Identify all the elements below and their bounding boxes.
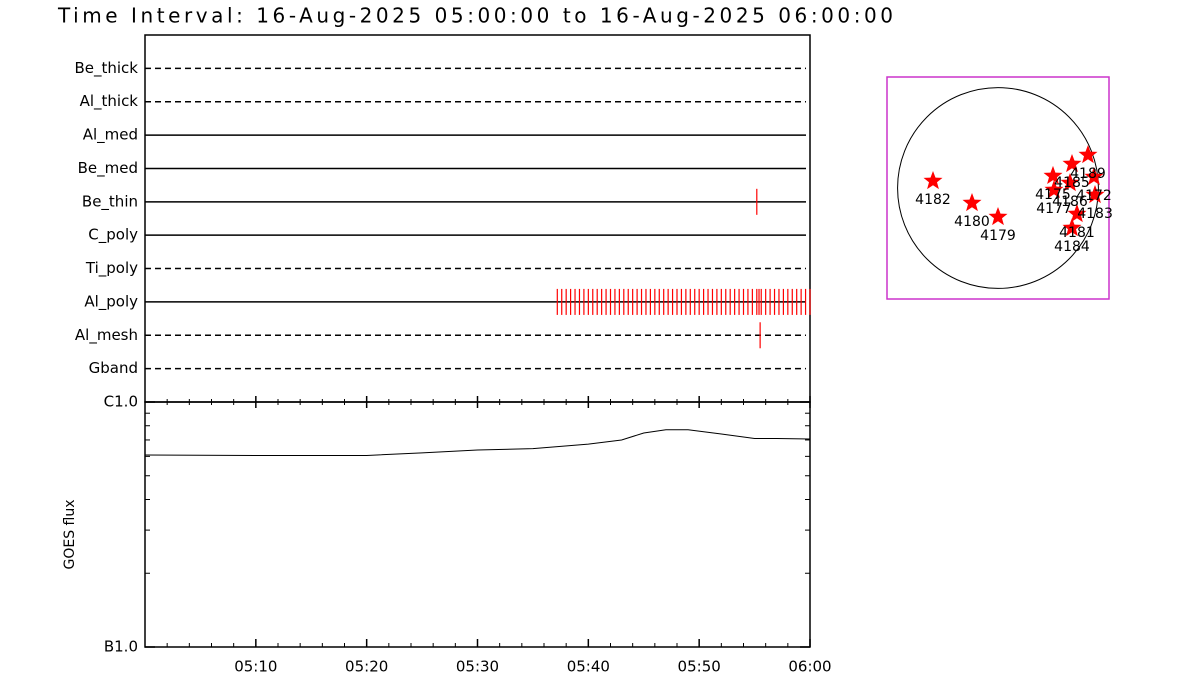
region-label: 4177 xyxy=(1036,201,1072,217)
region-label: 4183 xyxy=(1077,206,1113,222)
region-label: 4181 xyxy=(1059,225,1095,241)
x-tick-label: 05:40 xyxy=(567,658,610,676)
region-star xyxy=(1062,154,1082,173)
filter-label: Al_poly xyxy=(84,292,138,311)
filter-label: Al_thick xyxy=(80,92,139,111)
y-tick-label: C1.0 xyxy=(104,393,138,411)
region-star xyxy=(1043,165,1063,184)
filter-label: Be_thin xyxy=(82,192,138,211)
region-star xyxy=(1060,173,1080,192)
y-tick-label: B1.0 xyxy=(104,638,138,656)
region-star xyxy=(923,171,943,190)
region-label: 4172 xyxy=(1076,188,1112,204)
frame xyxy=(886,76,1110,300)
region-star xyxy=(1062,218,1082,237)
region-star xyxy=(1067,204,1087,223)
region-label: 4184 xyxy=(1054,239,1090,255)
region-label: 4182 xyxy=(915,192,951,208)
x-tick-label: 05:30 xyxy=(456,658,499,676)
x-tick-label: 05:10 xyxy=(234,658,277,676)
region-label: 4179 xyxy=(980,228,1016,244)
region-label: 4185 xyxy=(1054,175,1090,191)
filter-label: Ti_poly xyxy=(85,259,138,278)
x-tick-label: 05:20 xyxy=(345,658,388,676)
filter-label: Be_thick xyxy=(74,59,138,78)
region-label: 4175 xyxy=(1035,187,1071,203)
region-star xyxy=(962,193,982,212)
solar-limb xyxy=(897,87,1099,289)
title: Time Interval: 16-Aug-2025 05:00:00 to 1… xyxy=(57,4,893,28)
x-tick-label: 06:00 xyxy=(788,658,831,676)
region-label: 4189 xyxy=(1070,166,1106,182)
frame xyxy=(144,401,811,648)
x-tick-label: 05:50 xyxy=(678,658,721,676)
filter-label: Al_mesh xyxy=(75,326,138,345)
filter-label: Be_med xyxy=(78,159,138,178)
region-star xyxy=(1078,145,1098,164)
goes-curve xyxy=(144,429,811,456)
region-star xyxy=(1085,185,1105,204)
region-star xyxy=(988,207,1008,226)
region-star xyxy=(1044,180,1064,199)
filter-label: Al_med xyxy=(83,126,138,145)
region-label: 4180 xyxy=(954,214,990,230)
filter-label: C_poly xyxy=(88,226,138,245)
region-star xyxy=(1084,167,1104,186)
frame xyxy=(144,34,811,403)
y-axis-label: GOES flux xyxy=(62,499,78,569)
region-label: 4186 xyxy=(1052,194,1088,210)
filter-label: Gband xyxy=(89,359,138,377)
